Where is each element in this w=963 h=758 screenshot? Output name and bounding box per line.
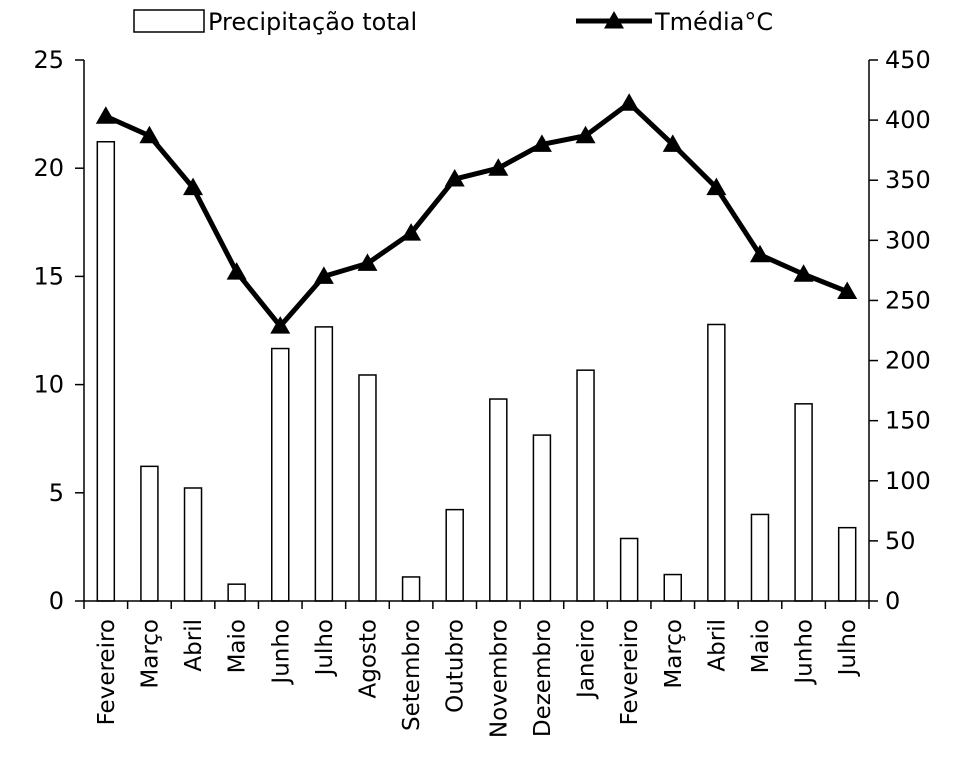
right-tick-label: 250 [885,286,931,314]
category-label: Dezembro [530,619,556,737]
temperature-marker [793,264,814,282]
category-label: Abril [704,619,730,672]
legend: Precipitação total Tmédia°C [133,8,773,36]
category-label: Agosto [355,619,381,698]
temperature-marker [619,93,640,111]
legend-bar-swatch [133,9,205,33]
temperature-marker [444,169,465,187]
precipitation-bar [663,573,682,602]
right-tick-label: 50 [885,527,916,555]
left-tick-label: 15 [33,262,64,290]
category-label: Março [137,619,163,689]
category-label: Junho [792,619,818,686]
temperature-marker [357,253,378,271]
right-tick-label: 150 [885,407,931,435]
temperature-marker [706,177,727,196]
temperature-marker [749,244,770,263]
category-label: Julho [312,619,338,677]
chart-axes [83,60,870,609]
right-tick-label: 300 [885,226,931,254]
temperature-marker [226,262,247,280]
temperature-marker [95,106,116,124]
left-axis-ticks: 0 5 10 15 20 25 [33,46,84,615]
left-tick-label: 10 [33,371,64,399]
legend-label-precipitation: Precipitação total [208,8,417,36]
temperature-marker [270,316,291,334]
right-tick-label: 400 [885,106,931,134]
category-label: Maio [748,619,774,673]
temperature-marker [183,177,204,196]
right-tick-label: 450 [885,46,931,74]
legend-triangle-marker [604,11,624,29]
temperature-marker [575,125,596,144]
category-label: Maio [225,619,251,673]
precipitation-bar [794,403,813,602]
temperature-marker [662,134,683,152]
right-axis-ticks: 0 50 100 150 200 250 300 350 400 450 [869,46,931,615]
temperature-marker [531,134,552,152]
precipitation-bar [837,526,857,602]
right-tick-label: 100 [885,467,931,495]
left-tick-label: 25 [33,46,64,74]
category-label: Janeiro [574,619,600,700]
precipitation-bar [183,487,203,602]
right-tick-label: 200 [885,347,931,375]
precipitation-bar [96,141,116,602]
precipitation-bar [532,434,552,602]
category-label: Fevereiro [94,619,120,725]
temperature-marker [488,158,509,176]
precipitation-bar [445,508,464,602]
precipitation-bar [358,374,377,602]
category-label: Junho [268,619,294,686]
temperature-line [95,93,858,334]
category-label: Fevereiro [617,619,643,725]
category-label: Abril [181,619,207,672]
category-label: Outubro [443,619,469,713]
temperature-marker [313,266,334,284]
right-tick-label: 350 [885,166,931,194]
left-tick-label: 20 [33,154,64,182]
right-tick-label: 0 [885,587,900,615]
precipitation-bar [576,369,595,602]
precipitation-bar [140,465,159,602]
legend-label-temperature: Tmédia°C [654,8,773,36]
precipitation-bar [619,537,639,602]
category-labels: Fevereiro Março Abril Maio Junho Julho Agosto S… [94,619,861,738]
precipitation-bar [314,326,334,602]
precipitation-bar [227,583,246,602]
precipitation-bar [707,323,726,602]
left-tick-label: 5 [49,479,64,507]
category-label: Novembro [486,619,512,738]
precipitation-bar [401,576,421,602]
category-label: Julho [835,619,861,677]
temperature-line-path [104,100,849,329]
category-label: Março [661,619,687,689]
precipitation-bar [271,347,290,602]
precipitation-bar [489,398,508,602]
temperature-marker [139,125,160,144]
temperature-marker [401,223,422,241]
temperature-marker [837,281,858,300]
precipitation-bars [96,141,857,602]
category-label: Setembro [399,619,425,731]
precipitation-bar [750,513,770,602]
left-tick-label: 0 [49,587,64,615]
